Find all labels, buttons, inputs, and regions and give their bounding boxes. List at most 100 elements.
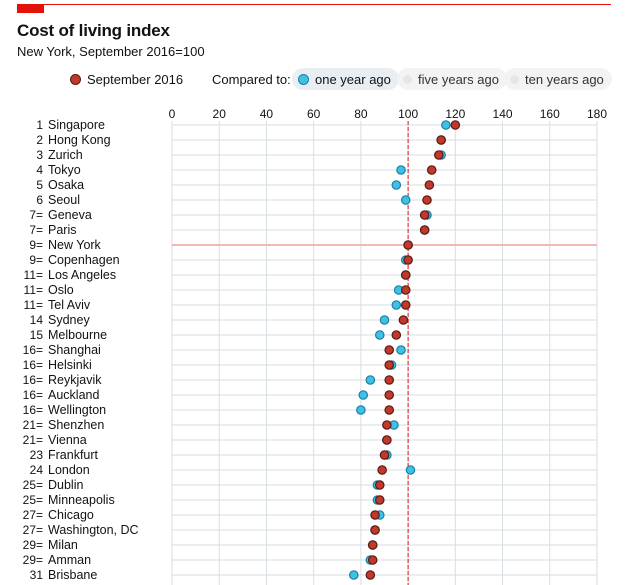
september-2016-point (384, 345, 395, 355)
september-2016-point (367, 540, 378, 550)
toggle-one-year[interactable]: one year ago (292, 68, 399, 90)
row-rank: 25= (23, 493, 43, 507)
one-year-ago-point (358, 390, 369, 400)
september-2016-point (434, 150, 444, 160)
september-2016-point (367, 555, 378, 565)
row-city: New York (48, 238, 102, 252)
row-rank: 27= (23, 508, 43, 522)
x-tick-label: 100 (398, 107, 418, 121)
row-rank: 9= (29, 238, 43, 252)
x-tick-label: 180 (587, 107, 607, 121)
one-year-ago-point (391, 300, 402, 310)
september-2016-point (436, 135, 446, 145)
brand-tag (17, 4, 44, 13)
september-2016-point (370, 525, 380, 535)
row-city: Dublin (48, 478, 83, 492)
legend-september-label: September 2016 (87, 71, 184, 87)
september-2016-point (398, 315, 409, 325)
chart-title: Cost of living index (17, 21, 170, 40)
five-years-pill[interactable]: five years ago (397, 68, 507, 90)
one-year-pill[interactable]: one year ago (292, 68, 399, 90)
row-city: Washington, DC (48, 523, 139, 537)
row-city: Brisbane (48, 568, 97, 582)
row-city: Chicago (48, 508, 94, 522)
x-tick-label: 20 (213, 107, 227, 121)
row-city: Sydney (48, 313, 90, 327)
september-2016-point (384, 360, 395, 370)
row-rank: 16= (23, 373, 43, 387)
row-rank: 5 (36, 178, 43, 192)
september-2016-point (400, 270, 411, 280)
x-tick-label: 160 (540, 107, 560, 121)
september-2016-point (426, 165, 437, 175)
row-city: Oslo (48, 283, 74, 297)
row-city: Shenzhen (48, 418, 104, 432)
row-city: Melbourne (48, 328, 107, 342)
toggle-five-years[interactable]: five years ago (397, 68, 507, 90)
september-2016-point (391, 330, 402, 340)
one-year-ago-point (356, 405, 366, 415)
toggle-ten-years[interactable]: ten years ago (504, 68, 612, 90)
ten-years-pill[interactable]: ten years ago (504, 68, 612, 90)
september-2016-point (370, 510, 380, 520)
row-rank: 16= (23, 388, 43, 402)
row-rank: 7= (29, 208, 43, 222)
row-rank: 15 (30, 328, 44, 342)
row-city: Geneva (48, 208, 92, 222)
one-year-ago-point (400, 195, 411, 205)
row-rank: 27= (23, 523, 43, 537)
september-2016-point (384, 375, 395, 385)
september-2016-point (400, 285, 411, 295)
legend-compared-label: Compared to: (212, 68, 291, 90)
row-city: Tel Aviv (48, 298, 91, 312)
one-year-ago-point (349, 570, 359, 580)
one-year-label: one year ago (315, 71, 391, 87)
september-2016-point (384, 390, 395, 400)
row-rank: 25= (23, 478, 43, 492)
row-city: Seoul (48, 193, 80, 207)
row-city: Minneapolis (48, 493, 115, 507)
row-rank: 14 (30, 313, 44, 327)
one-year-ago-point (365, 375, 376, 385)
x-tick-label: 40 (260, 107, 274, 121)
row-rank: 4 (36, 163, 43, 177)
ten-years-dot-icon (510, 74, 519, 84)
september-2016-point (384, 405, 395, 415)
one-year-ago-point (441, 120, 451, 130)
row-city: Los Angeles (48, 268, 116, 282)
row-city: Milan (48, 538, 78, 552)
x-tick-label: 140 (493, 107, 513, 121)
row-city: Paris (48, 223, 76, 237)
one-year-ago-point (405, 465, 416, 475)
row-rank: 16= (23, 343, 43, 357)
row-city: Auckland (48, 388, 99, 402)
one-year-ago-point (379, 315, 390, 325)
row-rank: 24 (30, 463, 44, 477)
row-rank: 29= (23, 553, 43, 567)
one-year-dot-icon (298, 73, 309, 85)
row-rank: 6 (36, 193, 43, 207)
september-2016-point (424, 180, 435, 190)
row-city: Zurich (48, 148, 83, 162)
one-year-ago-point (396, 165, 406, 175)
row-rank: 11= (24, 268, 43, 282)
row-rank: 31 (30, 568, 44, 582)
x-tick-label: 60 (307, 107, 321, 121)
september-2016-point (365, 570, 376, 580)
chart-subtitle: New York, September 2016=100 (17, 44, 205, 59)
row-rank: 16= (23, 358, 43, 372)
x-tick-label: 0 (169, 107, 176, 121)
september-2016-point (374, 495, 385, 505)
x-tick-label: 80 (354, 107, 368, 121)
row-rank: 2 (36, 133, 43, 147)
september-dot-icon (70, 73, 81, 85)
september-2016-point (377, 465, 387, 475)
september-2016-point (422, 195, 432, 205)
row-city: Osaka (48, 178, 84, 192)
five-years-dot-icon (403, 74, 412, 84)
row-rank: 11= (24, 283, 43, 297)
row-city: Amman (48, 553, 91, 567)
row-rank: 9= (29, 253, 43, 267)
one-year-ago-point (374, 330, 385, 340)
